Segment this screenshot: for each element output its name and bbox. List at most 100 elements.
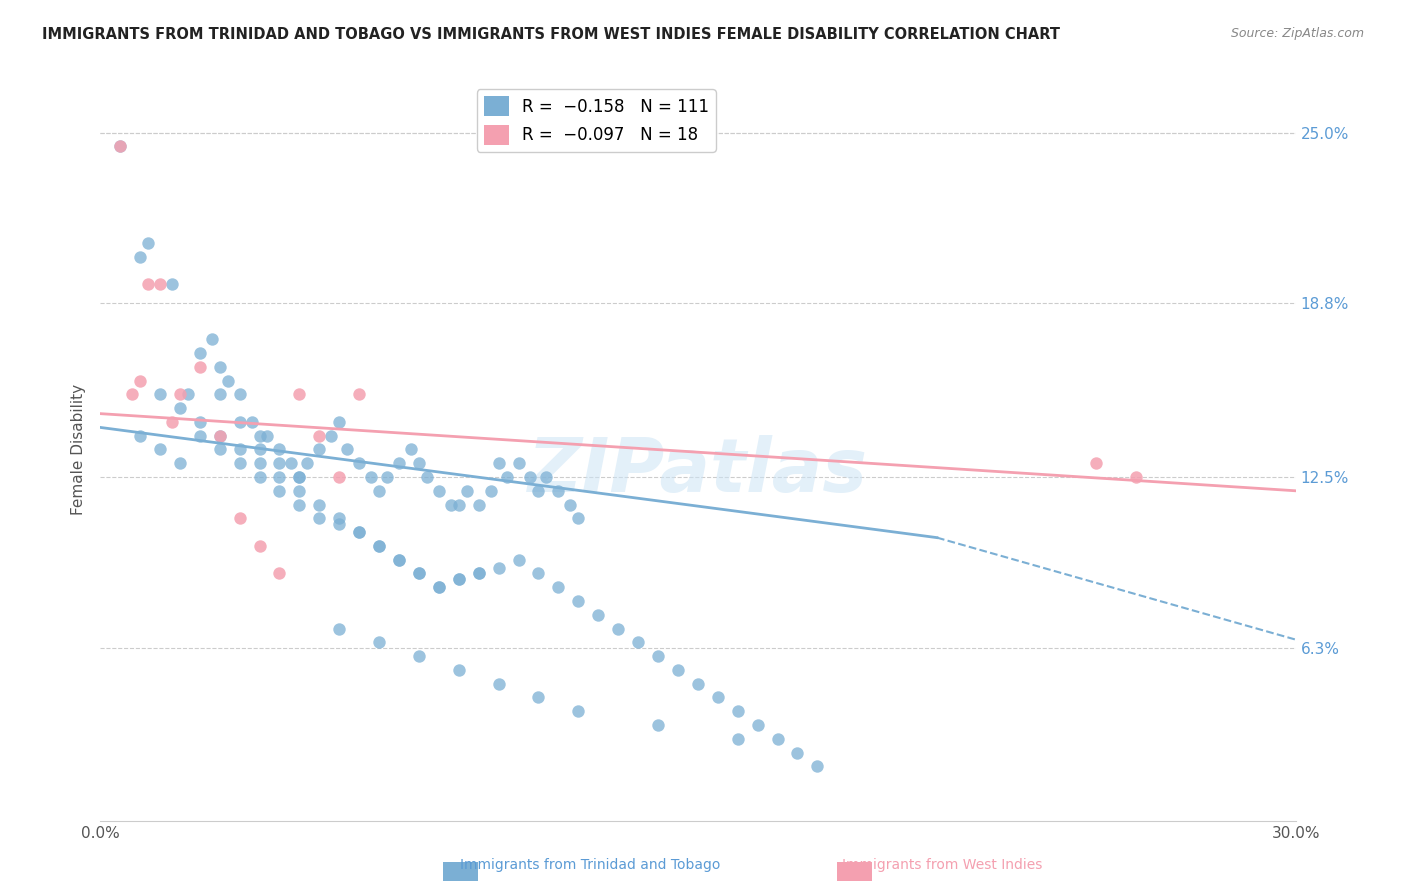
Point	[399, 442, 422, 457]
Point	[416, 470, 439, 484]
Point	[440, 498, 463, 512]
Point	[495, 470, 517, 484]
Point	[177, 387, 200, 401]
Point	[1125, 470, 1147, 484]
Point	[547, 483, 569, 498]
Point	[321, 428, 343, 442]
Point	[308, 428, 330, 442]
Point	[666, 663, 689, 677]
Point	[188, 359, 211, 374]
Point	[208, 387, 231, 401]
Point	[188, 428, 211, 442]
Point	[240, 415, 263, 429]
Point	[136, 235, 159, 250]
Point	[408, 566, 430, 581]
Point	[228, 415, 250, 429]
Point	[607, 622, 630, 636]
Point	[408, 566, 430, 581]
Point	[447, 572, 470, 586]
Point	[467, 566, 489, 581]
Text: Immigrants from Trinidad and Tobago: Immigrants from Trinidad and Tobago	[460, 858, 721, 872]
Point	[208, 359, 231, 374]
Text: ZIPatlas: ZIPatlas	[527, 435, 868, 508]
Point	[129, 374, 152, 388]
Point	[288, 483, 311, 498]
Point	[347, 387, 370, 401]
Point	[188, 346, 211, 360]
Point	[368, 483, 391, 498]
Point	[288, 498, 311, 512]
Point	[347, 525, 370, 540]
Point	[747, 718, 769, 732]
Point	[727, 731, 749, 746]
Point	[467, 566, 489, 581]
Point	[308, 442, 330, 457]
Point	[160, 415, 183, 429]
Text: Immigrants from West Indies: Immigrants from West Indies	[842, 858, 1042, 872]
Point	[488, 676, 510, 690]
Point	[567, 511, 589, 525]
Point	[280, 456, 302, 470]
Point	[368, 635, 391, 649]
Point	[536, 470, 558, 484]
Point	[408, 456, 430, 470]
Point	[727, 704, 749, 718]
Point	[447, 663, 470, 677]
Point	[149, 442, 172, 457]
Point	[586, 607, 609, 622]
Point	[308, 498, 330, 512]
Point	[121, 387, 143, 401]
Point	[108, 139, 131, 153]
Point	[160, 277, 183, 292]
Point	[508, 552, 530, 566]
Point	[288, 470, 311, 484]
Legend: R =  −0.158   N = 111, R =  −0.097   N = 18: R = −0.158 N = 111, R = −0.097 N = 18	[477, 89, 716, 152]
Point	[149, 387, 172, 401]
Point	[136, 277, 159, 292]
Point	[375, 470, 398, 484]
Point	[201, 332, 224, 346]
Text: Source: ZipAtlas.com: Source: ZipAtlas.com	[1230, 27, 1364, 40]
Point	[269, 456, 291, 470]
Point	[129, 428, 152, 442]
Point	[249, 470, 271, 484]
Point	[228, 442, 250, 457]
Point	[766, 731, 789, 746]
Point	[269, 442, 291, 457]
Point	[108, 139, 131, 153]
Point	[269, 566, 291, 581]
Point	[129, 250, 152, 264]
Point	[149, 277, 172, 292]
Point	[288, 470, 311, 484]
Point	[686, 676, 709, 690]
Point	[707, 690, 730, 705]
Point	[508, 456, 530, 470]
Point	[249, 442, 271, 457]
Point	[456, 483, 478, 498]
Point	[228, 511, 250, 525]
Point	[427, 580, 450, 594]
Point	[269, 470, 291, 484]
Point	[249, 539, 271, 553]
Text: IMMIGRANTS FROM TRINIDAD AND TOBAGO VS IMMIGRANTS FROM WEST INDIES FEMALE DISABI: IMMIGRANTS FROM TRINIDAD AND TOBAGO VS I…	[42, 27, 1060, 42]
Point	[228, 456, 250, 470]
Point	[328, 622, 350, 636]
Point	[479, 483, 502, 498]
Point	[288, 387, 311, 401]
Point	[627, 635, 650, 649]
Point	[328, 470, 350, 484]
Point	[427, 580, 450, 594]
Point	[208, 428, 231, 442]
Point	[228, 387, 250, 401]
Point	[806, 759, 828, 773]
Point	[447, 572, 470, 586]
Point	[488, 561, 510, 575]
Point	[1085, 456, 1108, 470]
Point	[208, 442, 231, 457]
Point	[169, 387, 191, 401]
Point	[208, 428, 231, 442]
Point	[527, 566, 550, 581]
Point	[328, 516, 350, 531]
Point	[308, 511, 330, 525]
Point	[347, 456, 370, 470]
